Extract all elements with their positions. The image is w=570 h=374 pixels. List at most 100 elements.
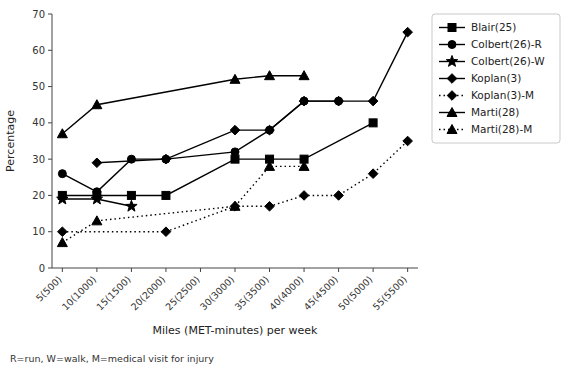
x-tick-label: 5(500) [34, 274, 64, 304]
series [57, 193, 137, 211]
x-tick-label: 15(1500) [94, 274, 133, 313]
point [57, 193, 68, 204]
legend-label: Koplan(3) [471, 72, 521, 84]
x-tick-label: 35(3500) [232, 274, 271, 313]
series-line [62, 123, 373, 196]
series-line [62, 166, 304, 242]
y-tick-label: 10 [32, 226, 45, 237]
point [127, 191, 135, 199]
legend-marker [446, 56, 457, 67]
plot-area [57, 27, 413, 246]
x-tick [304, 268, 305, 272]
point [299, 191, 309, 201]
x-tick-label: 30(3000) [198, 274, 237, 313]
series-line [62, 141, 407, 232]
point [231, 148, 239, 156]
point [127, 155, 135, 163]
point [265, 71, 275, 80]
point [334, 191, 344, 201]
x-tick [62, 268, 63, 272]
point [58, 227, 68, 237]
legend-label: Marti(28)-M [471, 123, 532, 135]
background [0, 0, 570, 374]
x-tick-label: 50(5000) [336, 274, 375, 313]
x-tick-label: 40(4000) [267, 274, 306, 313]
y-tick [48, 159, 52, 160]
y-tick-label: 50 [32, 81, 45, 92]
x-axis-label: Miles (MET-minutes) per week [153, 324, 319, 337]
series [58, 119, 377, 200]
y-tick-label: 60 [32, 45, 45, 56]
point [335, 97, 343, 105]
legend-label: Koplan(3)-M [471, 89, 534, 101]
point [92, 100, 102, 109]
series [57, 161, 309, 246]
point [369, 119, 377, 127]
point [265, 202, 275, 212]
point [334, 96, 344, 106]
legend-marker [448, 41, 456, 49]
x-tick [235, 268, 236, 272]
y-tick-label: 20 [32, 190, 45, 201]
y-tick [48, 231, 52, 232]
legend-frame [432, 14, 560, 143]
point [162, 155, 170, 163]
series [58, 97, 342, 196]
x-tick [165, 268, 166, 272]
series [57, 71, 309, 138]
series [58, 136, 413, 236]
legend-label: Blair(25) [471, 21, 516, 33]
x-tick [131, 268, 132, 272]
point [265, 125, 275, 135]
point [161, 227, 171, 237]
y-tick-label: 40 [32, 117, 45, 128]
series-line [62, 76, 304, 134]
y-tick-label: 30 [32, 154, 45, 165]
legend-label: Colbert(26)-W [471, 55, 545, 67]
legend-marker [447, 125, 457, 134]
point [161, 154, 171, 164]
point [403, 27, 413, 37]
x-tick [407, 268, 408, 272]
point [91, 193, 102, 204]
point [299, 161, 309, 170]
legend-label: Colbert(26)-R [471, 38, 542, 50]
point [230, 201, 240, 210]
point [92, 158, 102, 168]
point [230, 125, 240, 135]
x-tick [373, 268, 374, 272]
series-line [97, 32, 408, 163]
legend: Blair(25) Colbert(26)-R Colbert(26)-W Kopla… [432, 14, 560, 143]
x-tick-label: 25(2500) [163, 274, 202, 313]
y-axis [52, 14, 53, 268]
footnote: R=run, W=walk, M=medical visit for injur… [10, 353, 214, 364]
x-tick-label: 10(1000) [60, 274, 99, 313]
series-line [62, 101, 338, 192]
y-tick [48, 86, 52, 87]
y-tick-label: 0 [39, 263, 45, 274]
point [299, 71, 309, 80]
y-tick [48, 122, 52, 123]
y-tick-label: 70 [32, 9, 45, 20]
legend-label: Marti(28) [471, 106, 519, 118]
point [265, 161, 275, 170]
point [368, 169, 378, 179]
point [57, 129, 67, 138]
x-tick-label: 55(5500) [370, 274, 409, 313]
legend-marker [447, 108, 457, 117]
legend-marker [447, 91, 457, 101]
point [403, 136, 413, 146]
y-tick [48, 195, 52, 196]
point [299, 96, 309, 106]
point [57, 238, 67, 247]
x-tick [96, 268, 97, 272]
x-tick [200, 268, 201, 272]
point [58, 170, 66, 178]
y-tick [48, 50, 52, 51]
x-tick-label: 20(2000) [129, 274, 168, 313]
chart: 0 10 20 30 40 50 60 70 5(500)10(1000)15(1500)20(… [0, 0, 570, 374]
x-tick-label: 45(4500) [301, 274, 340, 313]
point [368, 96, 378, 106]
legend-marker [448, 24, 456, 32]
legend-marker [447, 74, 457, 84]
